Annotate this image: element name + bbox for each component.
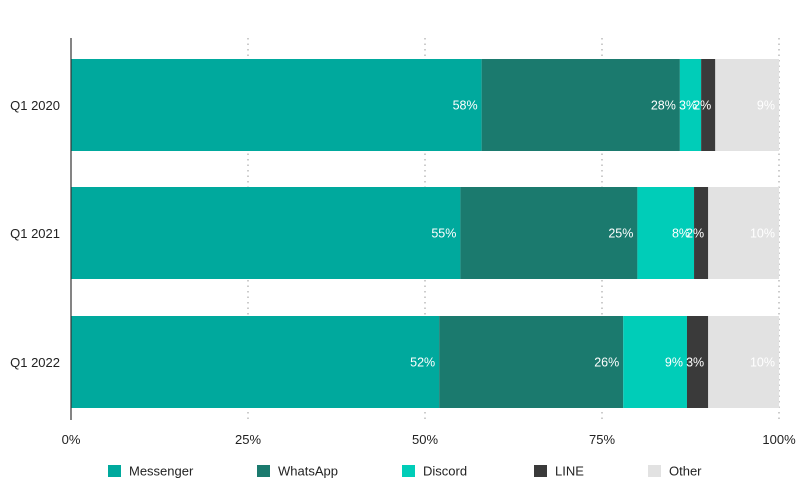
legend-swatch-messenger bbox=[108, 465, 121, 477]
x-tick-label-50: 50% bbox=[412, 432, 438, 447]
category-label-1: Q1 2021 bbox=[10, 226, 60, 241]
bar-segment-other-1 bbox=[708, 187, 779, 279]
data-label-whatsapp-2: 26% bbox=[594, 356, 619, 370]
legend-label-whatsapp: WhatsApp bbox=[278, 464, 338, 479]
bar-segment-whatsapp-2 bbox=[439, 316, 624, 408]
data-label-whatsapp-0: 28% bbox=[651, 99, 676, 113]
bar-segment-discord-1 bbox=[637, 187, 695, 279]
bar-segment-other-0 bbox=[715, 59, 779, 151]
data-label-line-1: 2% bbox=[686, 227, 704, 241]
legend-label-messenger: Messenger bbox=[129, 464, 194, 479]
category-label-2: Q1 2022 bbox=[10, 355, 60, 370]
x-tick-label-0: 0% bbox=[62, 432, 81, 447]
data-label-discord-0: 3% bbox=[679, 99, 697, 113]
bar-segment-discord-2 bbox=[623, 316, 687, 408]
legend-label-discord: Discord bbox=[423, 464, 467, 479]
x-tick-label-75: 75% bbox=[589, 432, 615, 447]
data-label-other-2: 10% bbox=[750, 356, 775, 370]
category-label-0: Q1 2020 bbox=[10, 98, 60, 113]
bars bbox=[71, 59, 779, 408]
legend-swatch-whatsapp bbox=[257, 465, 270, 477]
legend: Messenger WhatsApp Discord LINE Other bbox=[108, 464, 702, 479]
data-label-discord-1: 8% bbox=[672, 227, 690, 241]
legend-swatch-line bbox=[534, 465, 547, 477]
data-label-line-2: 3% bbox=[686, 356, 704, 370]
bar-segment-line-2 bbox=[686, 316, 709, 408]
bar-segment-line-0 bbox=[701, 59, 716, 151]
legend-swatch-other bbox=[648, 465, 661, 477]
bar-segment-line-1 bbox=[694, 187, 709, 279]
data-label-other-0: 9% bbox=[757, 99, 775, 113]
data-label-messenger-1: 55% bbox=[431, 227, 456, 241]
data-label-line-0: 2% bbox=[693, 99, 711, 113]
x-tick-label-100: 100% bbox=[762, 432, 796, 447]
legend-label-line: LINE bbox=[555, 464, 584, 479]
data-labels: 58% 28% 3%2% 9%55% 25% 8%2% 10%52% 26% 9% 3% 10% bbox=[410, 99, 775, 370]
data-label-discord-2: 9% bbox=[665, 356, 683, 370]
bar-segment-discord-0 bbox=[679, 59, 702, 151]
bar-segment-messenger-0 bbox=[71, 59, 482, 151]
legend-label-other: Other bbox=[669, 464, 702, 479]
legend-swatch-discord bbox=[402, 465, 415, 477]
data-label-other-1: 10% bbox=[750, 227, 775, 241]
bar-segment-messenger-2 bbox=[71, 316, 440, 408]
bar-segment-messenger-1 bbox=[71, 187, 461, 279]
bar-segment-whatsapp-1 bbox=[460, 187, 638, 279]
axes: Q1 2020 Q1 2021 Q1 2022 0% 25% 50% 75% 100% bbox=[10, 38, 796, 447]
x-tick-label-25: 25% bbox=[235, 432, 261, 447]
data-label-whatsapp-1: 25% bbox=[608, 227, 633, 241]
data-label-messenger-0: 58% bbox=[453, 99, 478, 113]
data-label-messenger-2: 52% bbox=[410, 356, 435, 370]
bar-segment-other-2 bbox=[708, 316, 779, 408]
bar-segment-whatsapp-0 bbox=[481, 59, 680, 151]
